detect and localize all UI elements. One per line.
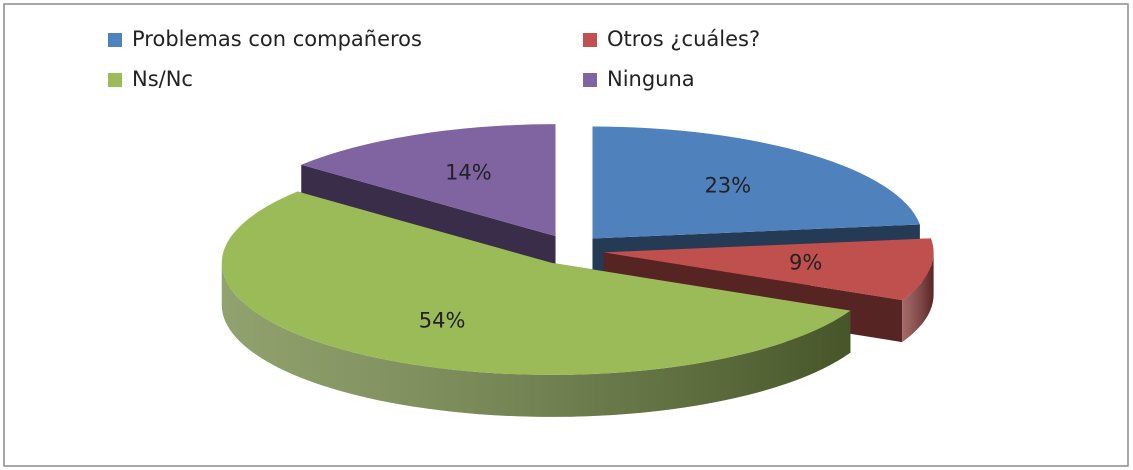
legend-swatch [108, 33, 122, 47]
data-label: 9% [789, 250, 822, 274]
legend-label: Otros ¿cuáles? [607, 27, 760, 51]
slice-side-shade [221, 262, 851, 417]
slice: 54% [221, 191, 851, 417]
legend-label: Problemas con compañeros [132, 27, 422, 51]
legend-swatch [108, 73, 122, 87]
slice-top [301, 124, 556, 237]
slice-side-shade [902, 252, 934, 343]
slice-top [221, 191, 851, 375]
slice-top [592, 126, 920, 239]
legend-swatch [583, 73, 597, 87]
data-label: 14% [445, 160, 492, 184]
legend-label: Ns/Nc [132, 67, 193, 91]
legend-swatch [583, 33, 597, 47]
legend-label: Ninguna [607, 67, 695, 91]
data-label: 23% [704, 173, 751, 197]
slice-top [603, 238, 934, 301]
data-label: 54% [419, 309, 466, 333]
